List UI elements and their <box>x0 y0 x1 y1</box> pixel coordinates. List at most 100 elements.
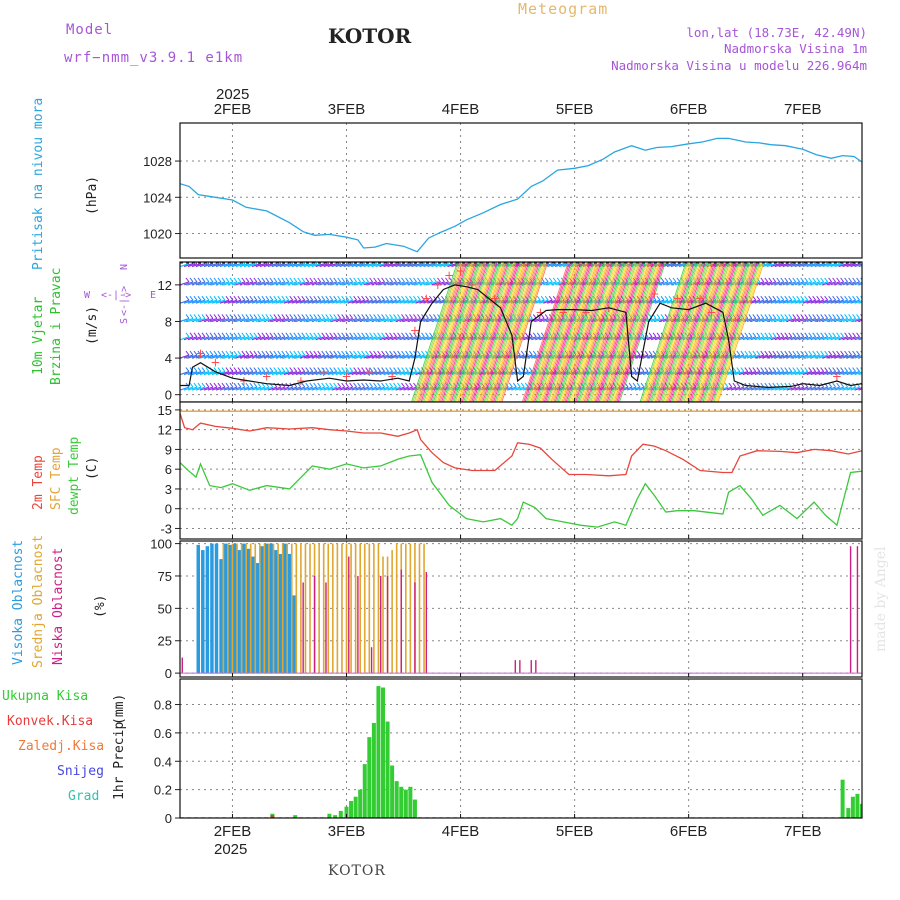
cloud-ylabel-unit: (%) <box>93 595 108 618</box>
wind-barb <box>551 281 561 286</box>
wind-barb <box>812 350 817 356</box>
wind-barb <box>389 295 393 301</box>
wind-barb <box>708 262 755 402</box>
wind-barb <box>483 336 493 341</box>
wind-barb <box>343 386 353 391</box>
wind-ylabel-name2: Brzina i Pravac <box>49 268 64 385</box>
wind-barb <box>844 332 849 338</box>
wind-barb <box>480 262 528 402</box>
wind-barb <box>391 371 401 376</box>
wind-barb <box>357 350 362 356</box>
wind-barb <box>568 295 573 301</box>
wind-barb <box>331 317 341 322</box>
cloud-bar-high <box>269 543 273 674</box>
wind-barb <box>788 314 793 319</box>
wind-barb <box>535 336 545 341</box>
wind-barb <box>197 277 202 283</box>
wind-barb <box>794 386 804 391</box>
wind-barb <box>678 386 689 391</box>
wind-barb <box>600 382 605 388</box>
wind-barb <box>363 317 373 322</box>
wind-barb <box>429 295 433 301</box>
wind-barb <box>784 350 789 356</box>
wind-barb <box>571 281 581 286</box>
wind-barb <box>263 299 273 304</box>
wind-barb <box>840 295 845 301</box>
wind-barb <box>277 277 282 283</box>
wind-barb <box>764 332 769 338</box>
wind-barb <box>712 295 717 301</box>
wind-barb <box>465 262 513 402</box>
wind-barb <box>381 350 385 356</box>
wind-barb <box>450 262 498 402</box>
wind-barb <box>355 263 365 268</box>
product-title: Meteogram <box>518 0 608 18</box>
cloud-bar-low <box>535 660 537 674</box>
precip-bar <box>371 722 376 818</box>
cloud-bar-low <box>414 582 416 674</box>
wind-barb <box>463 262 510 402</box>
wind-barb <box>503 371 513 376</box>
wind-barb <box>640 262 688 402</box>
wind-barb <box>778 371 788 376</box>
wind-barb <box>543 262 591 402</box>
wind-barb <box>650 336 661 341</box>
wind-barb <box>275 336 285 341</box>
wind-barb <box>688 262 736 402</box>
wind-barb <box>243 263 254 268</box>
wind-barb <box>573 262 621 402</box>
wind-barb <box>645 262 692 402</box>
wind-barb <box>383 317 393 322</box>
wind-barb <box>259 371 270 376</box>
wind-barb <box>774 263 784 268</box>
wind-barb <box>419 263 429 268</box>
wind-barb <box>405 350 409 356</box>
wind-barb <box>395 336 405 341</box>
wind-barb <box>239 281 250 286</box>
wind-barb <box>399 299 409 304</box>
wind-barb <box>814 386 824 391</box>
wind-barb <box>697 262 744 402</box>
wind-barb <box>764 314 769 319</box>
wind-barb <box>778 281 788 286</box>
wind-barb <box>353 314 358 319</box>
wind-barb <box>459 354 469 359</box>
wind-barb <box>612 262 660 402</box>
wind-barb <box>856 350 860 356</box>
wind-barb <box>321 382 326 388</box>
wind-barb <box>209 350 214 356</box>
wind-barb <box>738 354 749 359</box>
wind-barb <box>776 314 781 319</box>
wind-barb <box>734 371 745 376</box>
wind-barb <box>263 317 273 322</box>
wind-barb <box>403 299 413 304</box>
cloud-bar-high <box>196 544 200 674</box>
wind-barb <box>233 367 238 372</box>
wind-barb <box>562 262 565 264</box>
wind-barb <box>832 350 837 356</box>
cloud-bar-high <box>228 544 232 674</box>
wind-barb <box>295 299 305 304</box>
wind-barb <box>742 263 752 268</box>
wind-barb <box>430 262 478 402</box>
wind-barb <box>302 262 306 264</box>
wind-barb <box>261 332 266 338</box>
wind-barb <box>353 367 358 372</box>
wind-barb <box>788 367 793 372</box>
wind-barb <box>806 371 816 376</box>
wind-barb <box>766 281 776 286</box>
wind-barb <box>251 317 262 322</box>
wind-barb <box>375 263 385 268</box>
wind-barb <box>836 367 841 372</box>
wind-barb <box>401 295 405 301</box>
wind-barb <box>195 386 206 391</box>
wind-barb <box>784 367 789 372</box>
wind-barb <box>658 262 706 402</box>
temp-ylabel: 2m Temp SFC Temp dewpt Temp (C) <box>31 437 100 515</box>
wind-barb <box>341 332 346 338</box>
wind-barb <box>524 367 529 372</box>
wind-barb <box>854 371 862 376</box>
wind-barb <box>507 386 517 391</box>
wind-barb <box>476 367 481 372</box>
wind-barb <box>383 281 393 286</box>
